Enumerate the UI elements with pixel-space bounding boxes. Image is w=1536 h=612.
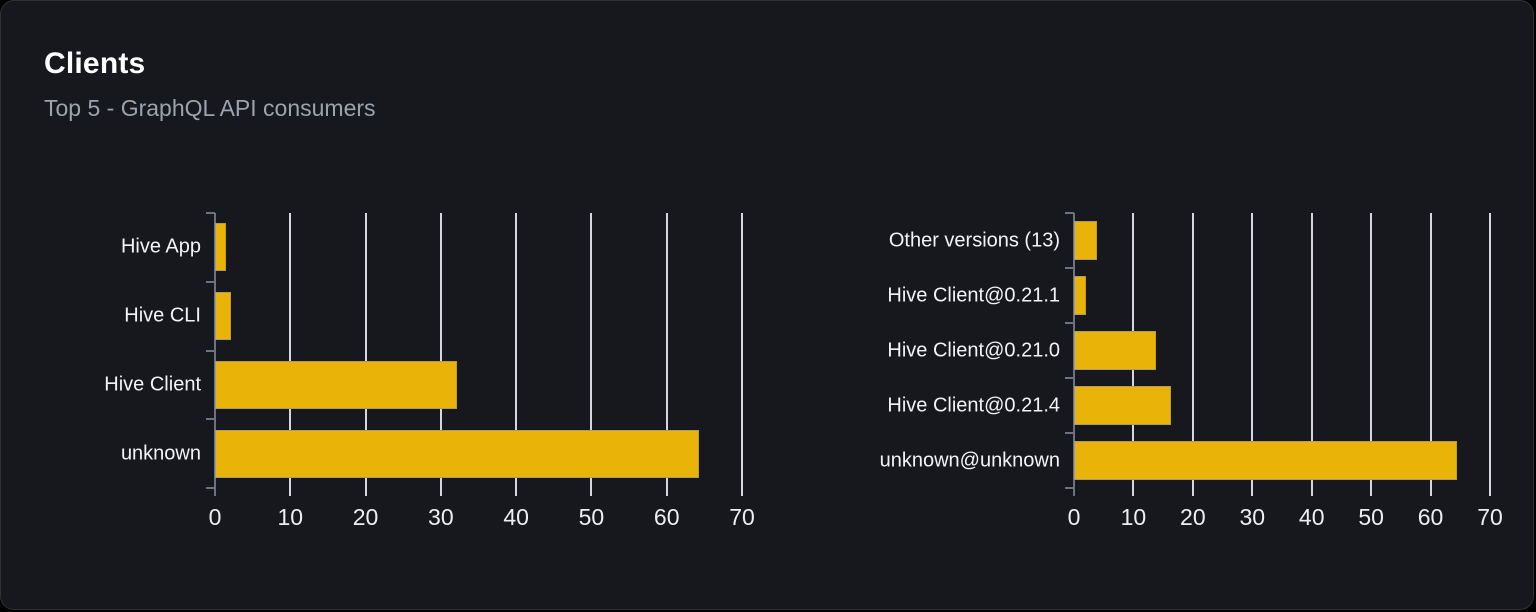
bar bbox=[215, 360, 457, 409]
category-tick bbox=[1065, 487, 1074, 489]
client-versions-bar-chart: 0 10 20 30 40 50 60 70 Other versions (13) Hive C… bbox=[880, 212, 1503, 530]
x-axis-tick-label: 40 bbox=[1298, 504, 1325, 530]
x-axis-tick-label: 70 bbox=[729, 504, 755, 530]
x-gridline bbox=[1191, 213, 1194, 496]
bar bbox=[215, 429, 700, 478]
x-gridline bbox=[1370, 213, 1373, 496]
bar bbox=[1074, 331, 1156, 370]
x-axis-tick-label: 70 bbox=[1477, 504, 1503, 530]
x-axis-tick-label: 50 bbox=[578, 504, 605, 530]
panel-title: Clients bbox=[44, 47, 146, 80]
category-tick bbox=[1065, 432, 1074, 434]
x-axis-tick-label: 10 bbox=[1120, 504, 1147, 530]
x-axis-tick-label: 10 bbox=[277, 504, 304, 530]
bar bbox=[215, 292, 231, 341]
category-tick bbox=[1065, 212, 1074, 214]
y-axis-line bbox=[214, 213, 216, 496]
x-gridline bbox=[590, 213, 593, 496]
category-label: Hive CLI bbox=[124, 304, 201, 327]
category-tick bbox=[206, 349, 215, 352]
x-axis-tick-label: 30 bbox=[1239, 504, 1266, 530]
panel-subtitle: Top 5 - GraphQL API consumers bbox=[44, 95, 376, 121]
category-tick bbox=[1065, 322, 1074, 324]
bar bbox=[1074, 386, 1172, 425]
category-label: Hive Client bbox=[104, 373, 201, 396]
category-tick bbox=[206, 487, 215, 489]
category-tick bbox=[1065, 377, 1074, 379]
category-label: unknown bbox=[120, 442, 201, 465]
category-label: Hive Client@0.21.1 bbox=[887, 284, 1060, 306]
x-axis-tick-label: 30 bbox=[428, 504, 454, 530]
category-label: Other versions (13) bbox=[888, 229, 1060, 251]
category-label: Hive Client@0.21.4 bbox=[887, 394, 1060, 416]
bar bbox=[215, 223, 227, 272]
category-tick bbox=[206, 212, 215, 214]
x-axis-tick-label: 0 bbox=[1067, 504, 1081, 530]
x-axis-tick-label: 20 bbox=[1180, 504, 1206, 530]
x-gridline bbox=[1489, 213, 1491, 496]
x-axis-tick-label: 60 bbox=[653, 504, 680, 530]
x-gridline bbox=[439, 213, 442, 496]
bar bbox=[1074, 221, 1098, 260]
x-axis-tick-label: 0 bbox=[208, 504, 222, 530]
x-axis-tick-label: 60 bbox=[1417, 504, 1444, 530]
x-gridline bbox=[289, 213, 292, 496]
x-gridline bbox=[1429, 213, 1432, 496]
x-gridline bbox=[1310, 213, 1313, 496]
x-axis-tick-label: 50 bbox=[1358, 504, 1384, 530]
category-label: Hive Client@0.21.0 bbox=[887, 339, 1060, 361]
x-axis-tick-label: 20 bbox=[352, 504, 379, 530]
category-tick bbox=[206, 280, 215, 283]
category-label: unknown@unknown bbox=[879, 449, 1060, 471]
category-tick bbox=[1065, 267, 1074, 269]
x-axis-tick-label: 40 bbox=[503, 504, 529, 530]
category-tick bbox=[206, 418, 215, 421]
x-gridline bbox=[515, 213, 518, 496]
x-gridline bbox=[741, 213, 743, 496]
bar bbox=[1074, 276, 1086, 315]
bar bbox=[1074, 441, 1458, 480]
category-label: Hive App bbox=[120, 235, 201, 258]
x-gridline bbox=[1251, 213, 1254, 496]
x-gridline bbox=[665, 213, 668, 496]
clients-bar-chart: 0 10 20 30 40 50 60 70 Hive App Hive CLI Hive Clie… bbox=[104, 212, 755, 530]
x-gridline bbox=[364, 213, 367, 496]
